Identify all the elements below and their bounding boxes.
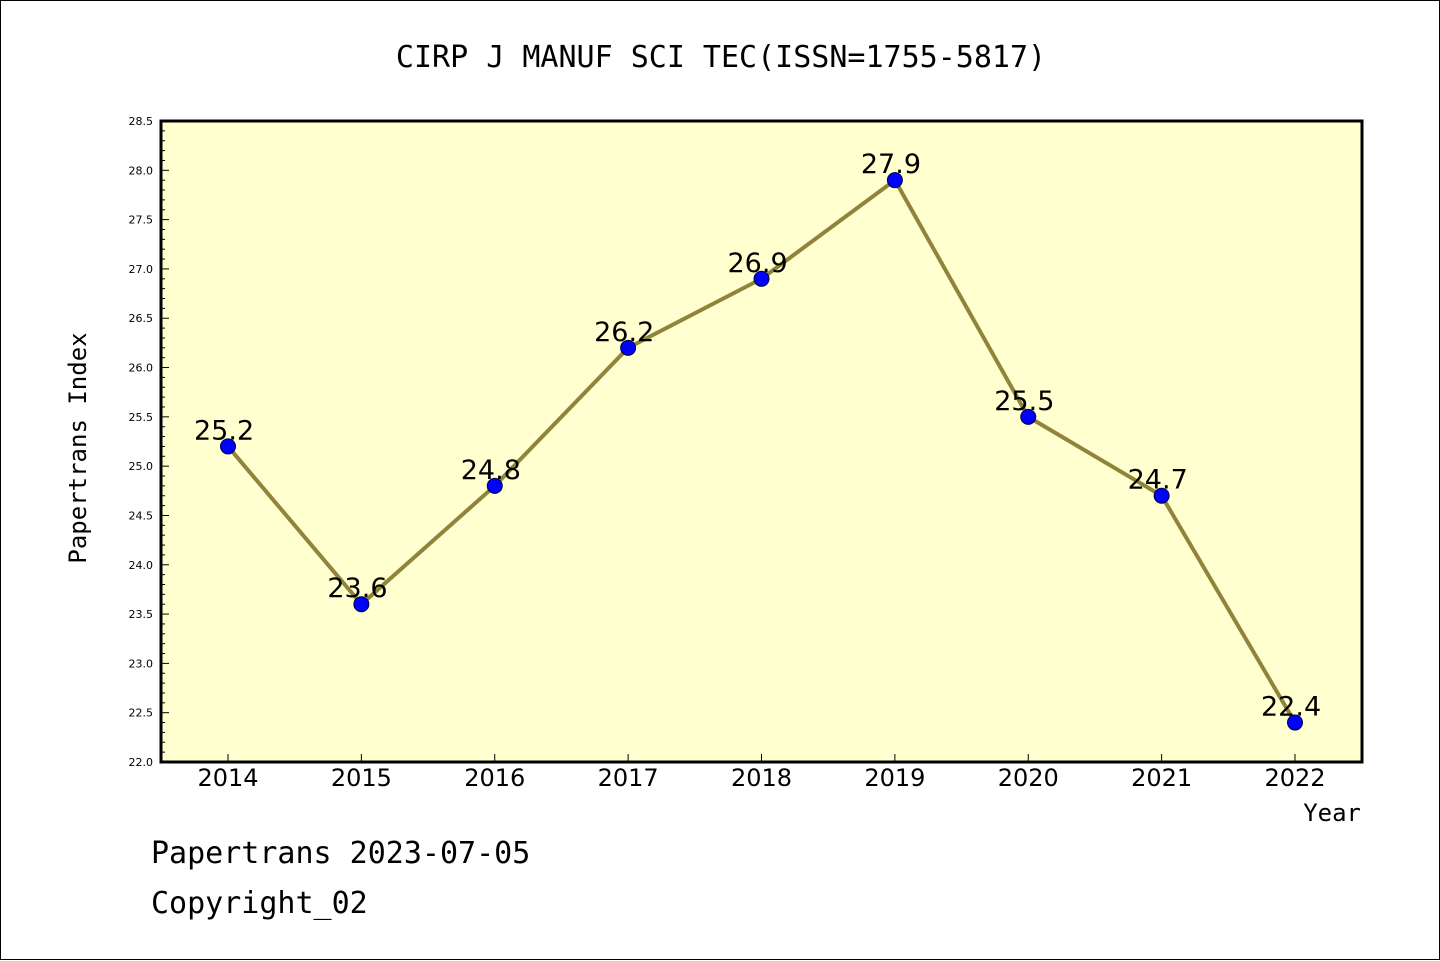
x-tick-label: 2014 <box>197 764 258 792</box>
chart-title: CIRP J MANUF SCI TEC(ISSN=1755-5817) <box>396 40 1046 75</box>
x-tick-label: 2019 <box>864 764 925 792</box>
y-tick-label: 24.0 <box>129 559 154 572</box>
x-tick-label: 2022 <box>1264 764 1325 792</box>
data-point <box>1153 487 1170 504</box>
y-tick-label: 23.0 <box>129 657 154 670</box>
x-axis-label: Year <box>1303 799 1361 827</box>
data-point <box>886 172 903 189</box>
y-tick-label: 24.5 <box>129 509 154 522</box>
x-tick-label: 2017 <box>598 764 659 792</box>
y-axis-label: Papertrans Index <box>64 332 92 563</box>
y-tick-label: 26.0 <box>129 362 154 375</box>
plot-area <box>159 119 1364 764</box>
y-tick-label: 27.0 <box>129 263 154 276</box>
data-point <box>1287 714 1303 731</box>
y-tick-label: 26.5 <box>129 312 154 325</box>
x-tick-label: 2015 <box>331 764 392 792</box>
y-tick-label: 27.5 <box>129 214 154 227</box>
footer-date: Papertrans 2023-07-05 <box>151 836 531 871</box>
y-axis: 22.0 22.5 23.0 23.5 24.0 24.5 25.0 25.5 26.0 26.5… <box>129 115 169 769</box>
x-axis: 2014 2015 2016 2017 2018 2019 2020 2021 2022 <box>197 754 1326 792</box>
x-tick-label: 2021 <box>1131 764 1192 792</box>
data-point <box>753 270 770 287</box>
data-point <box>220 438 236 455</box>
data-point <box>353 596 370 613</box>
series-group: 25.223.624.826.226.927.925.524.722.4 <box>194 149 1321 731</box>
y-tick-label: 22.0 <box>129 756 154 769</box>
y-tick-label: 25.5 <box>129 411 154 424</box>
y-tick-label: 28.0 <box>129 164 154 177</box>
y-tick-label: 23.5 <box>129 608 154 621</box>
y-tick-label: 22.5 <box>129 707 154 720</box>
y-tick-label: 28.5 <box>129 115 154 128</box>
data-point <box>1020 408 1037 425</box>
data-point <box>620 339 637 356</box>
data-point <box>486 477 503 494</box>
x-tick-label: 2020 <box>998 764 1059 792</box>
x-tick-label: 2018 <box>731 764 792 792</box>
footer-copyright: Copyright_02 <box>151 886 368 921</box>
x-tick-label: 2016 <box>464 764 525 792</box>
y-tick-label: 25.0 <box>129 460 154 473</box>
